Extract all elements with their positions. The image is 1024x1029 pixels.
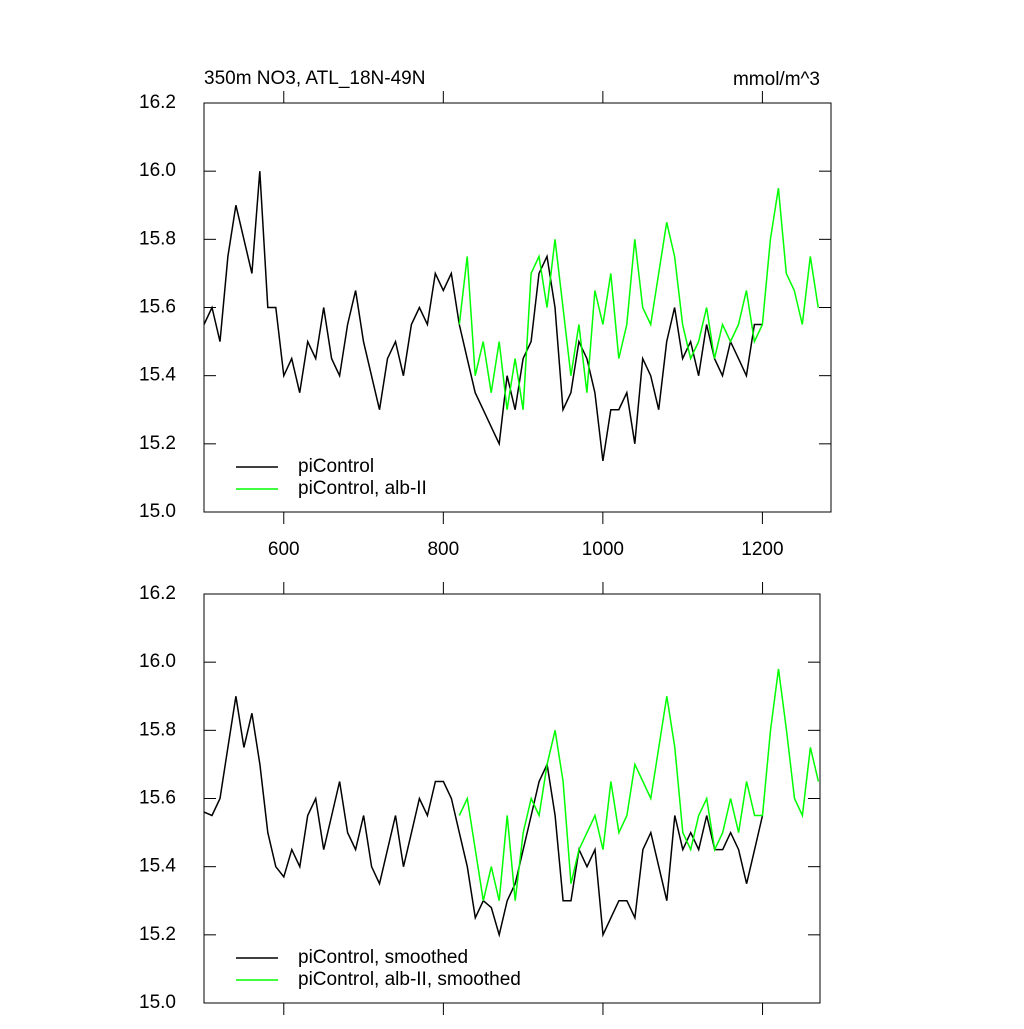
y-tick-label: 16.2 (139, 92, 176, 113)
y-tick-label: 15.0 (139, 992, 176, 1013)
y-tick-label: 15.6 (139, 788, 176, 809)
chart-title: 350m NO3, ATL_18N-49N (204, 68, 425, 89)
y-tick-label: 16.0 (139, 160, 176, 181)
y-tick-label: 15.8 (139, 719, 176, 740)
y-tick-label: 15.2 (139, 924, 176, 945)
y-tick-label: 15.4 (139, 856, 176, 877)
plot-frame (203, 593, 821, 1004)
y-tick-label: 16.0 (139, 651, 176, 672)
y-tick-label: 15.4 (139, 365, 176, 386)
y-tick-label: 15.2 (139, 433, 176, 454)
plot-frame (203, 102, 832, 513)
y-tick-label: 16.2 (139, 583, 176, 604)
x-tick-label: 1000 (582, 539, 624, 560)
y-tick-label: 15.0 (139, 501, 176, 522)
y-tick-label: 15.6 (139, 297, 176, 318)
x-tick-label: 800 (427, 539, 459, 560)
y-units: mmol/m^3 (733, 69, 820, 90)
y-tick-label: 15.8 (139, 228, 176, 249)
legend-label: piControl, alb-II, smoothed (298, 969, 521, 990)
legend-label: piControl, alb-II (298, 478, 427, 499)
series-line (203, 171, 763, 462)
legend-label: piControl, smoothed (298, 947, 468, 968)
series-line (458, 668, 820, 901)
legend-label: piControl (298, 456, 374, 477)
series-line (458, 188, 819, 410)
x-tick-label: 1200 (741, 539, 783, 560)
x-tick-label: 600 (268, 539, 300, 560)
